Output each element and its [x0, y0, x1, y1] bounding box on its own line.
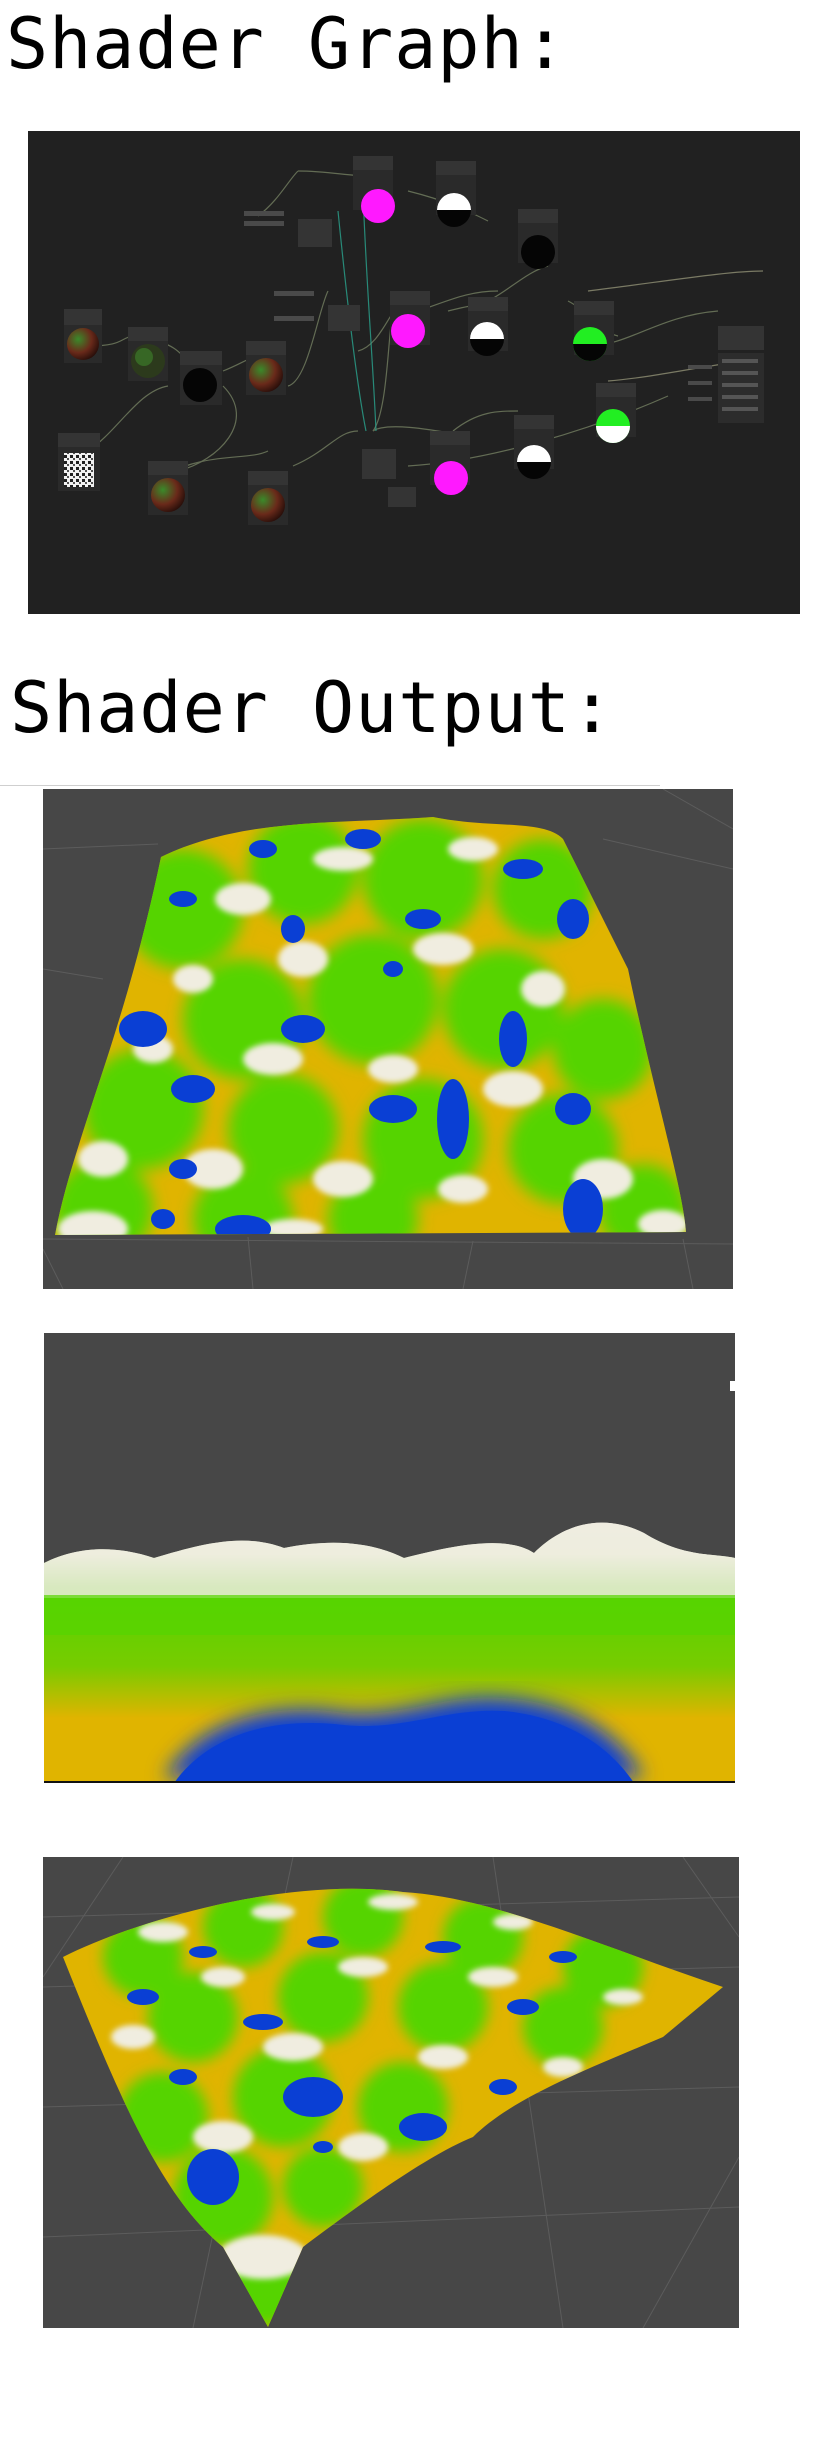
sphere-preview-icon	[434, 461, 468, 495]
sphere-preview-icon	[251, 488, 285, 522]
terrain-side-render	[44, 1381, 735, 1783]
water-regions	[119, 829, 603, 1235]
section-divider	[0, 785, 660, 786]
terrain-perspective-render	[43, 1857, 739, 2328]
terrain-viewport-side[interactable]	[44, 1333, 735, 1783]
shader-graph-nodes	[58, 156, 764, 525]
terrain-top-render	[43, 789, 733, 1289]
terrain-viewport-perspective[interactable]	[43, 1857, 739, 2328]
sphere-preview-icon	[67, 328, 99, 360]
water-regions	[127, 1936, 577, 2205]
sphere-preview-icon	[183, 368, 217, 402]
sphere-preview-icon	[521, 235, 555, 269]
sphere-preview-icon	[249, 358, 283, 392]
shader-graph-canvas[interactable]	[28, 131, 800, 614]
viewport-handle[interactable]	[730, 1381, 735, 1391]
viewport-grid	[43, 789, 733, 1289]
sphere-preview-icon	[151, 478, 185, 512]
sphere-preview-icon	[391, 314, 425, 348]
shader-graph-heading: Shader Graph:	[6, 3, 567, 85]
terrain-viewport-top[interactable]	[43, 789, 733, 1289]
noise-texture-icon	[64, 453, 94, 487]
shader-nodes	[58, 156, 764, 525]
sphere-preview-icon	[361, 189, 395, 223]
link-wires	[337, 190, 377, 432]
shader-output-heading: Shader Output:	[10, 667, 615, 749]
